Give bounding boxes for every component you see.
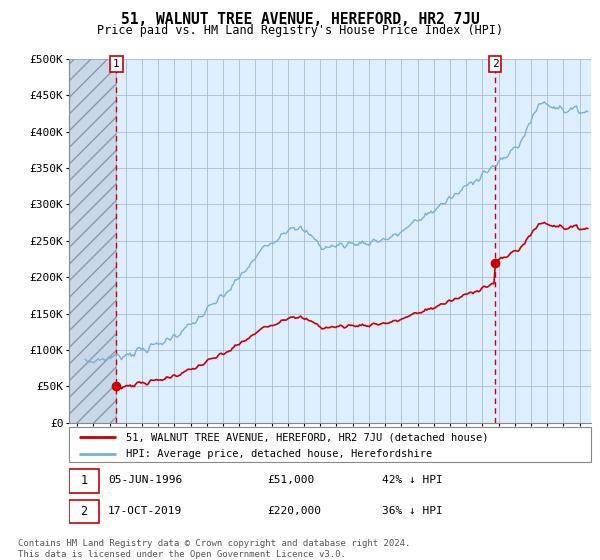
Text: 2: 2 <box>80 505 88 518</box>
FancyBboxPatch shape <box>69 427 591 462</box>
Text: 51, WALNUT TREE AVENUE, HEREFORD, HR2 7JU (detached house): 51, WALNUT TREE AVENUE, HEREFORD, HR2 7J… <box>127 432 489 442</box>
Text: 17-OCT-2019: 17-OCT-2019 <box>108 506 182 516</box>
Text: £220,000: £220,000 <box>268 506 322 516</box>
Bar <box>69 59 116 423</box>
Text: 42% ↓ HPI: 42% ↓ HPI <box>382 475 443 486</box>
Text: 2: 2 <box>492 59 499 69</box>
Text: 05-JUN-1996: 05-JUN-1996 <box>108 475 182 486</box>
FancyBboxPatch shape <box>69 469 99 493</box>
FancyBboxPatch shape <box>69 500 99 524</box>
Text: Price paid vs. HM Land Registry's House Price Index (HPI): Price paid vs. HM Land Registry's House … <box>97 24 503 37</box>
Text: HPI: Average price, detached house, Herefordshire: HPI: Average price, detached house, Here… <box>127 449 433 459</box>
Text: 1: 1 <box>80 474 88 487</box>
Text: 1: 1 <box>113 59 120 69</box>
Text: 36% ↓ HPI: 36% ↓ HPI <box>382 506 443 516</box>
Text: Contains HM Land Registry data © Crown copyright and database right 2024.
This d: Contains HM Land Registry data © Crown c… <box>18 539 410 559</box>
Text: 51, WALNUT TREE AVENUE, HEREFORD, HR2 7JU: 51, WALNUT TREE AVENUE, HEREFORD, HR2 7J… <box>121 12 479 27</box>
Text: £51,000: £51,000 <box>268 475 314 486</box>
